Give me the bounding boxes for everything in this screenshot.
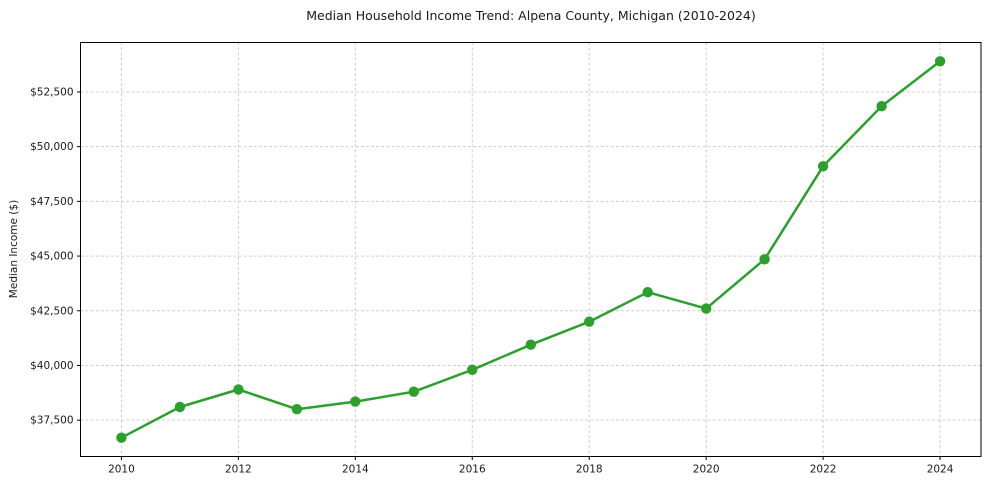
- y-tick-label: $40,000: [30, 360, 73, 372]
- data-line: [120, 60, 942, 439]
- data-point: [116, 432, 127, 443]
- data-point: [584, 316, 595, 327]
- x-tick-label: 2024: [927, 464, 954, 476]
- y-tick-label: $52,500: [30, 86, 73, 98]
- data-point: [934, 56, 946, 67]
- y-tick-label: $42,500: [30, 305, 73, 317]
- x-tick-label: 2016: [459, 464, 486, 476]
- data-point: [642, 287, 653, 298]
- y-tick-label: $47,500: [30, 196, 73, 208]
- data-point: [174, 401, 186, 413]
- data-point: [408, 386, 419, 397]
- data-point: [467, 364, 478, 375]
- x-tick-label: 2012: [225, 464, 252, 476]
- data-point: [350, 396, 361, 407]
- x-tick-label: 2010: [108, 464, 135, 476]
- data-point: [817, 161, 829, 172]
- data-point: [525, 339, 536, 350]
- data-point: [759, 254, 770, 265]
- x-tick-label: 2020: [693, 464, 720, 476]
- data-point: [291, 404, 303, 415]
- data-point: [876, 101, 887, 112]
- data-point: [233, 384, 244, 395]
- x-tick-label: 2018: [576, 464, 603, 476]
- data-point: [701, 303, 712, 314]
- y-tick-label: $45,000: [30, 251, 73, 263]
- y-tick-label: $50,000: [30, 141, 73, 153]
- y-tick-label: $37,500: [30, 415, 73, 427]
- chart-title: Median Household Income Trend: Alpena Co…: [306, 8, 756, 23]
- x-tick-label: 2022: [810, 464, 837, 476]
- x-tick-label: 2014: [342, 464, 369, 476]
- plot-border: [80, 42, 982, 457]
